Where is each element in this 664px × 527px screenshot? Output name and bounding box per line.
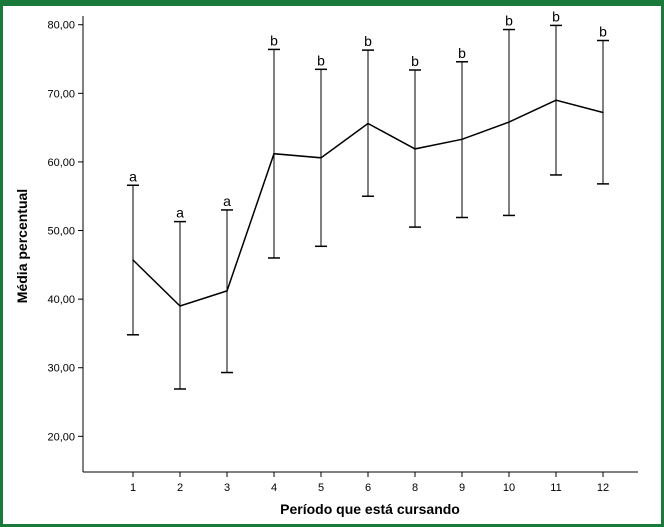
y-tick-label: 60,00 (47, 157, 75, 169)
group-letter-label: b (270, 32, 278, 48)
mean-point (414, 148, 416, 150)
x-tick-label: 8 (412, 482, 418, 494)
mean-point (132, 259, 134, 261)
mean-point (602, 111, 604, 114)
mean-point (273, 152, 275, 155)
mean-point (555, 99, 557, 101)
mean-point (320, 157, 322, 159)
x-tick-label: 5 (318, 482, 324, 494)
mean-point (226, 290, 228, 292)
group-letter-label: b (317, 52, 325, 68)
mean-point (367, 122, 369, 125)
group-letter-label: b (458, 45, 466, 61)
x-tick-label: 6 (365, 482, 371, 494)
group-letter-label: b (552, 8, 560, 24)
y-tick-label: 70,00 (47, 88, 75, 100)
x-axis-title: Período que está cursando (280, 501, 460, 517)
x-tick-label: 12 (597, 482, 609, 494)
x-tick-label: 3 (224, 482, 230, 494)
x-tick-label: 4 (271, 482, 277, 494)
group-letter-label: b (599, 24, 607, 40)
y-tick-label: 80,00 (47, 20, 75, 32)
y-tick-label: 50,00 (47, 226, 75, 238)
y-tick-label: 20,00 (47, 431, 75, 443)
x-tick-label: 11 (550, 482, 561, 494)
group-letter-label: b (505, 13, 513, 29)
group-letter-label: b (364, 33, 372, 49)
group-letter-label: a (223, 193, 231, 209)
y-axis-title: Média percentual (14, 189, 30, 303)
group-letters: a a a b b b b b b b b (129, 8, 607, 220)
group-letter-label: a (176, 205, 184, 221)
group-letter-label: b (411, 53, 419, 69)
mean-point (179, 305, 181, 307)
mean-point (508, 121, 510, 123)
error-bars (127, 24, 609, 390)
series-mean-line (132, 99, 604, 307)
x-tick-label: 2 (177, 482, 183, 494)
mean-point (461, 138, 463, 141)
y-tick-label: 30,00 (47, 363, 75, 375)
x-tick-label: 1 (130, 482, 136, 494)
group-letter-label: a (129, 168, 137, 184)
y-tick-label: 40,00 (47, 294, 75, 306)
x-tick-label: 10 (503, 482, 515, 494)
x-tick-label: 9 (459, 482, 465, 494)
